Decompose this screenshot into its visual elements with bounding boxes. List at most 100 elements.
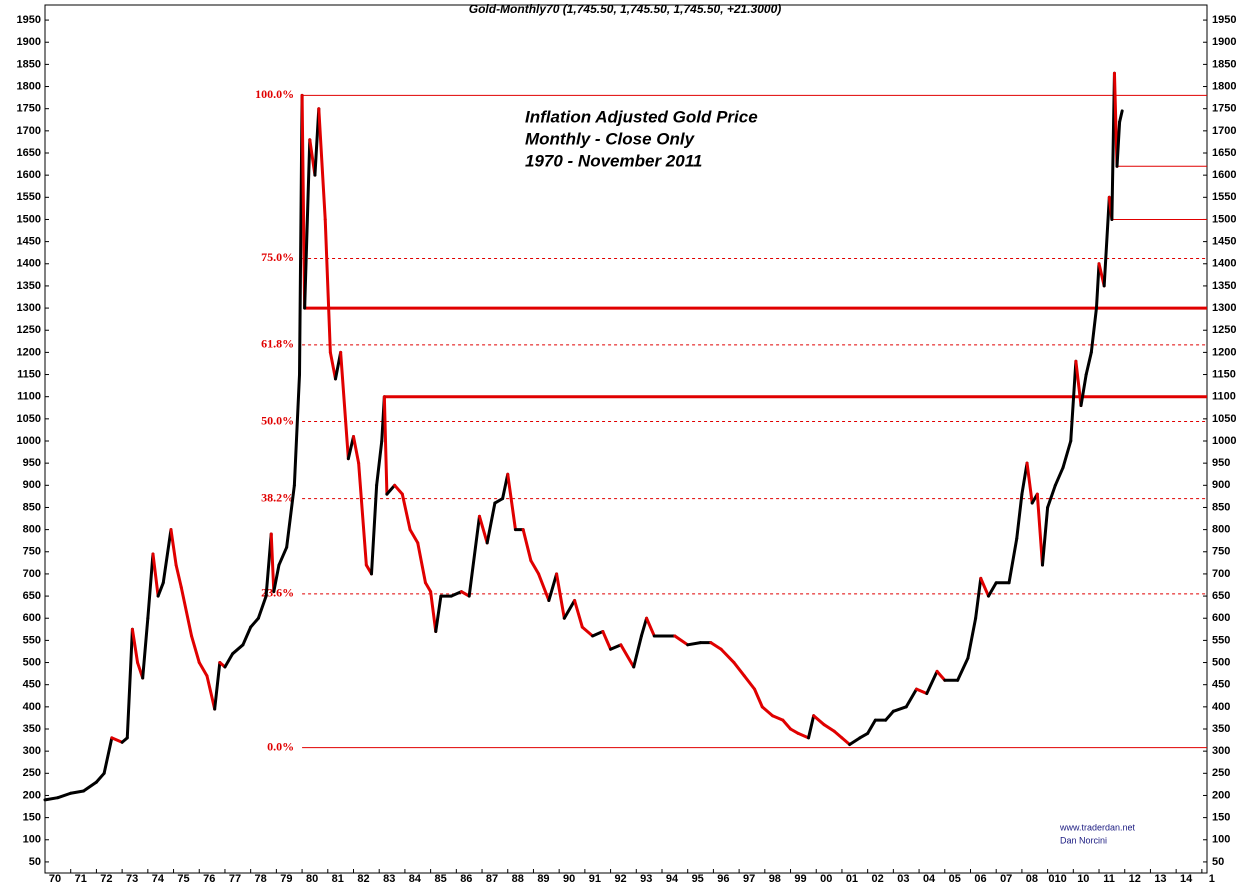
- price-segment: [547, 572, 559, 603]
- price-segment: [686, 641, 703, 647]
- price-segment: [812, 714, 826, 727]
- annotation: Inflation Adjusted Gold Price: [525, 107, 758, 126]
- y-tick-label: 600: [1212, 612, 1230, 624]
- price-segment: [1040, 505, 1050, 567]
- price-segment: [1007, 536, 1019, 585]
- price-segment: [351, 435, 361, 465]
- price-segment: [979, 576, 990, 598]
- price-segment: [382, 395, 389, 496]
- y-tick-label: 1650: [1212, 147, 1236, 159]
- x-tick-label: 04: [923, 873, 936, 885]
- y-tick-label: 1500: [17, 213, 41, 225]
- price-segment: [521, 528, 533, 563]
- price-segment: [190, 634, 201, 665]
- price-segment: [760, 705, 775, 718]
- x-tick-label: 77: [229, 873, 241, 885]
- price-segment: [1084, 350, 1093, 377]
- y-tick-label: 1800: [1212, 80, 1236, 92]
- watermark: Dan Norcini: [1060, 835, 1107, 845]
- price-segment: [832, 729, 844, 740]
- x-tick-label: 08: [1026, 873, 1038, 885]
- y-tick-label: 1250: [1212, 324, 1236, 336]
- y-tick-label: 1350: [17, 280, 41, 292]
- price-segment: [1102, 195, 1111, 288]
- y-tick-label: 800: [23, 524, 41, 536]
- x-tick-label: 06: [974, 873, 986, 885]
- x-tick-label: 90: [563, 873, 575, 885]
- price-segment: [272, 563, 281, 594]
- x-tick-label: 78: [255, 873, 267, 885]
- price-segment: [1061, 439, 1073, 470]
- price-segment: [269, 532, 276, 594]
- price-segment: [369, 483, 379, 576]
- fib-label: 75.0%: [261, 250, 294, 264]
- price-segment: [673, 634, 690, 647]
- price-segment: [1115, 120, 1122, 168]
- price-segment: [429, 590, 438, 634]
- y-tick-label: 350: [1212, 723, 1230, 735]
- price-segment: [753, 687, 764, 709]
- y-tick-label: 800: [1212, 524, 1230, 536]
- y-tick-label: 950: [1212, 457, 1230, 469]
- y-tick-label: 1950: [1212, 14, 1236, 26]
- price-segment: [807, 714, 816, 740]
- y-tick-label: 1900: [17, 36, 41, 48]
- x-tick-label: 10: [1077, 873, 1089, 885]
- price-segment: [156, 581, 165, 598]
- x-tick-label: 010: [1048, 873, 1066, 885]
- x-tick-label: 95: [692, 873, 704, 885]
- x-tick-label: 73: [126, 873, 138, 885]
- y-tick-label: 1600: [17, 169, 41, 181]
- x-tick-label: 85: [434, 873, 446, 885]
- price-segment: [1069, 359, 1078, 443]
- y-tick-label: 1150: [17, 368, 41, 380]
- price-segment: [179, 585, 194, 638]
- x-tick-label: 84: [409, 873, 422, 885]
- price-segment: [56, 791, 73, 800]
- price-segment: [102, 736, 114, 775]
- x-tick-label: 80: [306, 873, 318, 885]
- x-tick-label: 70: [49, 873, 61, 885]
- price-segment: [241, 625, 253, 647]
- price-segment: [408, 528, 420, 545]
- y-tick-label: 250: [1212, 767, 1230, 779]
- price-segment: [562, 599, 577, 620]
- y-tick-label: 1800: [17, 80, 41, 92]
- price-segment: [796, 731, 811, 740]
- price-segment: [822, 723, 836, 733]
- y-tick-label: 850: [1212, 501, 1230, 513]
- price-segment: [709, 641, 723, 651]
- y-tick-label: 1750: [17, 103, 41, 115]
- y-tick-label: 1300: [1212, 302, 1236, 314]
- x-tick-label: 82: [357, 873, 369, 885]
- price-segment: [742, 674, 757, 691]
- price-segment: [416, 541, 427, 585]
- price-segment: [848, 736, 862, 747]
- x-tick-label: 05: [949, 873, 961, 885]
- y-tick-label: 1450: [17, 236, 41, 248]
- price-segment: [891, 705, 908, 713]
- y-tick-label: 650: [1212, 590, 1230, 602]
- price-segment: [1094, 262, 1101, 310]
- x-tick-label: 87: [486, 873, 498, 885]
- annotation: 1970 - November 2011: [525, 151, 702, 170]
- fib-label: 100.0%: [255, 87, 294, 101]
- y-tick-label: 450: [23, 679, 41, 691]
- price-segment: [1015, 492, 1024, 540]
- y-tick-label: 700: [23, 568, 41, 580]
- y-tick-label: 650: [23, 590, 41, 602]
- price-segment: [1025, 461, 1034, 505]
- price-segment: [935, 669, 947, 682]
- price-segment: [956, 656, 970, 682]
- y-tick-label: 400: [1212, 701, 1230, 713]
- y-tick-label: 1500: [1212, 213, 1236, 225]
- y-tick-label: 350: [23, 723, 41, 735]
- price-segment: [1020, 461, 1029, 496]
- price-segment: [974, 576, 983, 620]
- price-segment: [277, 545, 289, 567]
- y-tick-label: 750: [23, 546, 41, 558]
- y-tick-label: 1000: [1212, 435, 1236, 447]
- price-segment: [591, 630, 605, 638]
- price-segment: [346, 435, 355, 461]
- x-tick-label: 13: [1154, 873, 1166, 885]
